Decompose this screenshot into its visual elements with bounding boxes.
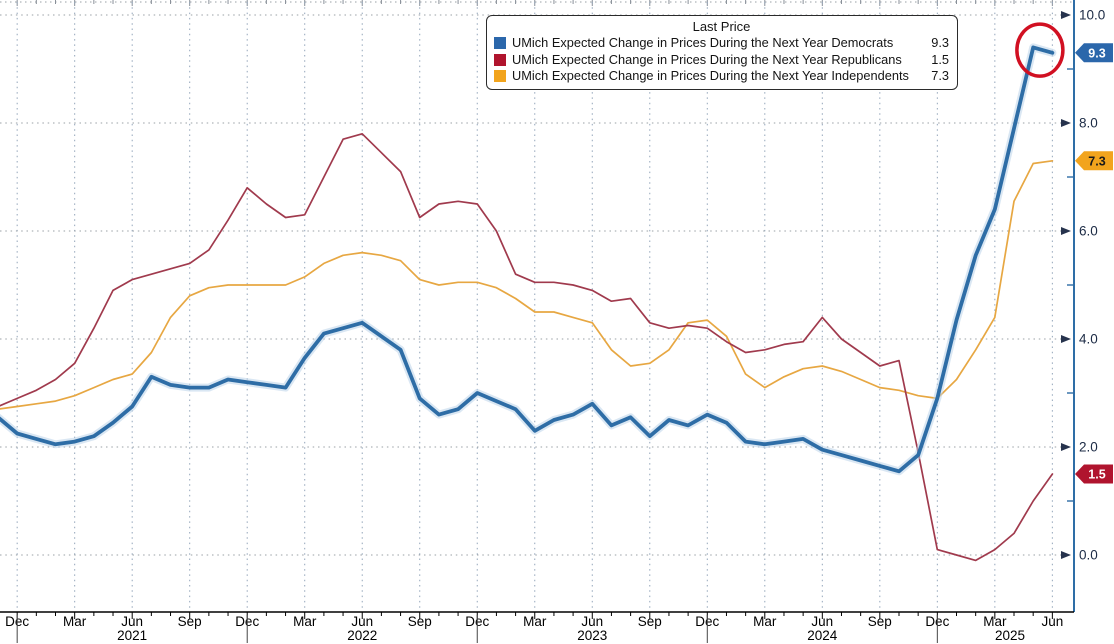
legend-value-independents: 7.3	[931, 68, 949, 83]
year-label: 2025	[995, 628, 1025, 643]
legend-row-republicans[interactable]: UMich Expected Change in Prices During t…	[494, 52, 949, 69]
year-label: 2022	[347, 628, 377, 643]
y-tick-arrow-icon	[1061, 335, 1071, 343]
y-tick-arrow-icon	[1061, 227, 1071, 235]
legend-row-democrats[interactable]: UMich Expected Change in Prices During t…	[494, 35, 949, 52]
legend-swatch-democrats-icon	[494, 37, 506, 50]
x-tick-label: Mar	[983, 614, 1007, 629]
x-tick-label: Jun	[1041, 614, 1063, 629]
annotation-circle	[1015, 22, 1065, 78]
legend-title: Last Price	[692, 19, 751, 34]
x-tick-label: Jun	[811, 614, 833, 629]
x-tick-label: Jun	[351, 614, 373, 629]
legend-row-independents[interactable]: UMich Expected Change in Prices During t…	[494, 68, 949, 85]
x-tick-label: Sep	[178, 614, 202, 629]
last-price-badge-label-independents: 7.3	[1088, 154, 1105, 168]
last-price-badge-democrats	[1075, 43, 1113, 63]
legend-label-independents: UMich Expected Change in Prices During t…	[512, 68, 909, 83]
y-tick-label: 10.0	[1079, 8, 1105, 23]
last-price-badge-republicans	[1075, 464, 1113, 484]
x-tick-label: Sep	[638, 614, 662, 629]
y-tick-label: 6.0	[1079, 224, 1098, 239]
x-tick-label: Mar	[523, 614, 547, 629]
x-tick-label: Jun	[121, 614, 143, 629]
series-line-republicans	[0, 132, 1054, 562]
last-price-badge-independents	[1075, 151, 1113, 171]
last-price-badge-label-democrats: 9.3	[1088, 46, 1105, 60]
legend-label-democrats: UMich Expected Change in Prices During t…	[512, 35, 894, 50]
series-line-democrats	[0, 45, 1055, 474]
legend-value-democrats: 9.3	[931, 35, 949, 50]
legend-value-republicans: 1.5	[931, 51, 949, 67]
y-tick-label: 2.0	[1079, 440, 1098, 455]
x-tick-label: Sep	[868, 614, 892, 629]
y-tick-arrow-icon	[1061, 551, 1071, 559]
x-tick-label: Jun	[581, 614, 603, 629]
year-label: 2021	[117, 628, 147, 643]
y-tick-arrow-icon	[1061, 11, 1071, 19]
legend: Last Price UMich Expected Change in Pric…	[486, 15, 958, 90]
series-line-independents	[0, 159, 1054, 410]
y-tick-arrow-icon	[1061, 443, 1071, 451]
y-tick-label: 0.0	[1079, 548, 1098, 563]
y-tick-label: 8.0	[1079, 116, 1098, 131]
year-label: 2024	[807, 628, 838, 643]
year-label: 2023	[577, 628, 607, 643]
y-tick-label: 4.0	[1079, 332, 1098, 347]
x-tick-label: Mar	[63, 614, 87, 629]
legend-label-republicans: UMich Expected Change in Prices During t…	[512, 51, 902, 67]
legend-swatch-republicans-icon	[494, 53, 506, 66]
x-tick-label: Mar	[293, 614, 317, 629]
y-tick-arrow-icon	[1061, 119, 1071, 127]
x-tick-label: Sep	[408, 614, 432, 629]
x-tick-label: Mar	[753, 614, 777, 629]
last-price-badge-label-republicans: 1.5	[1088, 468, 1105, 482]
legend-swatch-independents-icon	[494, 70, 506, 83]
